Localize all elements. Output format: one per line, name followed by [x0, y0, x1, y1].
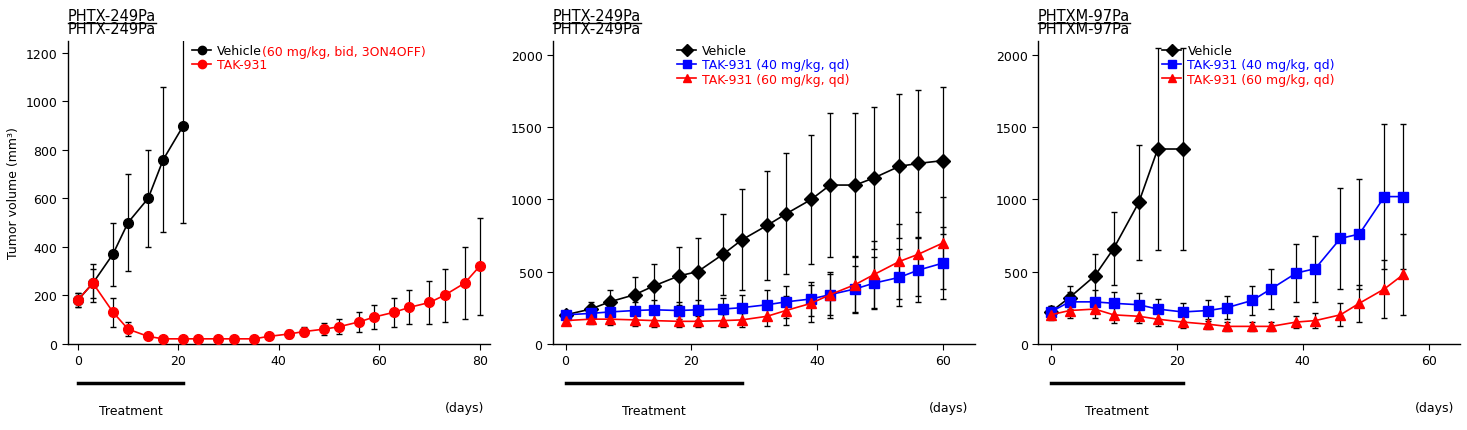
Legend: Vehicle, TAK-931 (40 mg/kg, qd), TAK-931 (60 mg/kg, qd): Vehicle, TAK-931 (40 mg/kg, qd), TAK-931… [678, 45, 849, 86]
Text: (days): (days) [446, 401, 484, 414]
Text: PHTX-249Pa: PHTX-249Pa [67, 9, 156, 24]
Text: PHTXM-97Pa: PHTXM-97Pa [1039, 9, 1131, 24]
Text: PHTXM-97Pa: PHTXM-97Pa [1039, 22, 1131, 37]
Legend: Vehicle, TAK-931: Vehicle, TAK-931 [192, 45, 267, 72]
Text: PHTX-249Pa: PHTX-249Pa [67, 22, 156, 37]
Text: (days): (days) [929, 401, 968, 414]
Text: (days): (days) [1414, 401, 1454, 414]
Text: Treatment: Treatment [622, 404, 685, 417]
Text: Treatment: Treatment [1086, 404, 1149, 417]
Y-axis label: Tumor volume (mm³): Tumor volume (mm³) [7, 127, 21, 258]
Text: Treatment: Treatment [98, 404, 163, 417]
Legend: Vehicle, TAK-931 (40 mg/kg, qd), TAK-931 (60 mg/kg, qd): Vehicle, TAK-931 (40 mg/kg, qd), TAK-931… [1162, 45, 1335, 86]
Text: (60 mg/kg, bid, 3ON4OFF): (60 mg/kg, bid, 3ON4OFF) [263, 46, 425, 59]
Text: PHTX-249Pa: PHTX-249Pa [553, 9, 641, 24]
Text: PHTX-249Pa: PHTX-249Pa [553, 22, 641, 37]
